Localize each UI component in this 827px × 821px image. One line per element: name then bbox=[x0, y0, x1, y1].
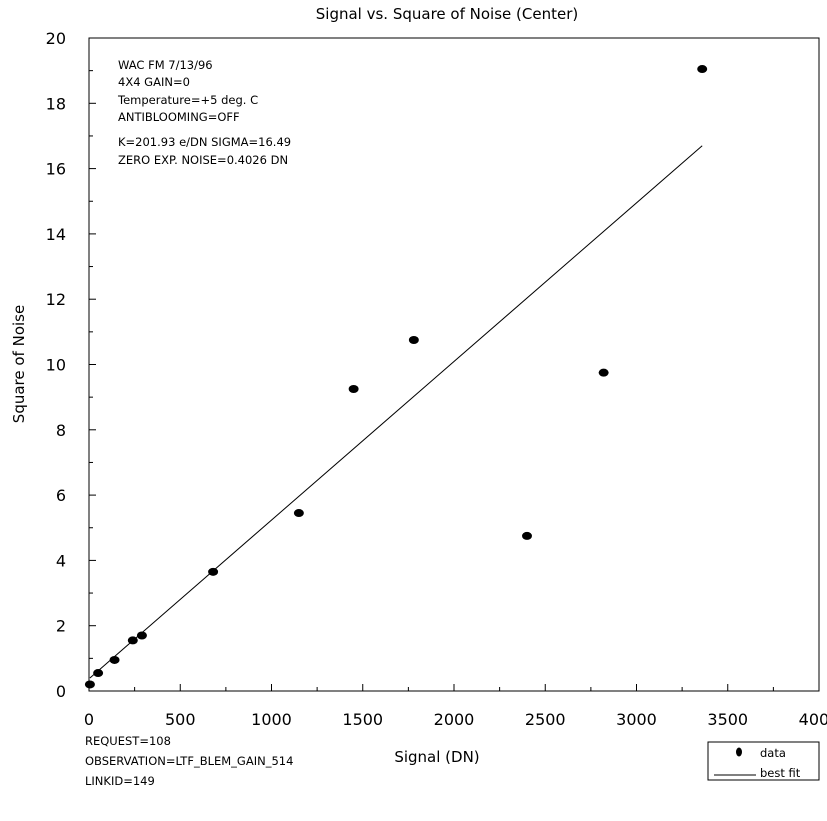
data-point bbox=[293, 509, 304, 518]
annotation-line: ZERO EXP. NOISE=0.4026 DN bbox=[118, 153, 288, 167]
legend-data-marker bbox=[736, 747, 742, 757]
data-point bbox=[93, 669, 104, 678]
legend: data best fit bbox=[707, 741, 820, 781]
y-tick-label: 16 bbox=[46, 160, 66, 179]
x-tick-label: 3000 bbox=[616, 710, 657, 729]
footer-line: LINKID=149 bbox=[85, 774, 155, 788]
footer-line: OBSERVATION=LTF_BLEM_GAIN_514 bbox=[85, 754, 293, 768]
x-tick-label: 1500 bbox=[342, 710, 383, 729]
data-point bbox=[136, 631, 147, 640]
y-tick-label: 8 bbox=[56, 421, 66, 440]
y-tick-label: 4 bbox=[56, 551, 66, 570]
data-point bbox=[109, 655, 120, 664]
x-tick-label: 0 bbox=[84, 710, 94, 729]
plot-layer bbox=[84, 65, 708, 689]
annotation-line: 4X4 GAIN=0 bbox=[118, 75, 190, 89]
y-tick-label: 2 bbox=[56, 617, 66, 636]
data-point bbox=[127, 636, 138, 645]
annotation-line: Temperature=+5 deg. C bbox=[117, 93, 258, 107]
data-point bbox=[522, 531, 532, 540]
y-tick-label: 0 bbox=[56, 682, 66, 701]
data-point bbox=[348, 384, 359, 393]
y-tick-label: 12 bbox=[46, 290, 66, 309]
y-axis-label: Square of Noise bbox=[10, 305, 28, 423]
legend-box bbox=[707, 741, 820, 781]
annotation-line: WAC FM 7/13/96 bbox=[118, 58, 213, 72]
y-tick-label: 14 bbox=[46, 225, 66, 244]
y-axis-ticks: 0 2 4 6 8 10 12 14 16 18 20 bbox=[46, 29, 96, 701]
y-tick-label: 20 bbox=[46, 29, 66, 48]
annotation-line: K=201.93 e/DN SIGMA=16.49 bbox=[118, 135, 291, 149]
x-axis-label: Signal (DN) bbox=[394, 748, 479, 766]
chart-title: Signal vs. Square of Noise (Center) bbox=[316, 5, 578, 23]
annotation-block: WAC FM 7/13/96 4X4 GAIN=0 Temperature=+5… bbox=[117, 58, 291, 167]
x-tick-label: 2000 bbox=[434, 710, 475, 729]
data-point bbox=[208, 567, 219, 576]
x-tick-label: 500 bbox=[165, 710, 196, 729]
legend-fit-label: best fit bbox=[760, 766, 801, 780]
y-tick-label: 18 bbox=[46, 94, 66, 113]
data-point bbox=[84, 680, 95, 689]
annotation-line: ANTIBLOOMING=OFF bbox=[118, 110, 240, 124]
data-point bbox=[408, 336, 419, 345]
footer-info: REQUEST=108 OBSERVATION=LTF_BLEM_GAIN_51… bbox=[85, 734, 293, 788]
x-tick-label: 2500 bbox=[525, 710, 566, 729]
y-tick-label: 10 bbox=[46, 356, 66, 375]
data-point bbox=[598, 368, 609, 377]
best-fit-line bbox=[89, 145, 703, 679]
data-point bbox=[697, 65, 708, 74]
footer-line: REQUEST=108 bbox=[85, 734, 171, 748]
x-tick-label: 1000 bbox=[251, 710, 292, 729]
x-tick-label: 3500 bbox=[707, 710, 748, 729]
y-tick-label: 6 bbox=[56, 486, 66, 505]
legend-data-label: data bbox=[760, 746, 786, 760]
